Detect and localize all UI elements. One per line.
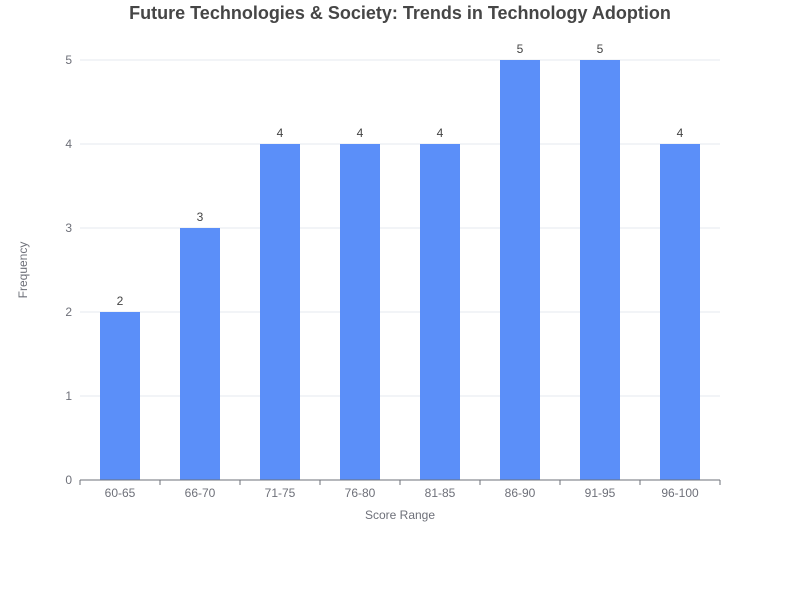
data-labels: 2 3 4 4 4 5 5 4 <box>117 42 684 308</box>
x-axis-title: Score Range <box>365 508 435 522</box>
data-label: 5 <box>597 42 604 56</box>
y-axis-title: Frequency <box>16 242 30 299</box>
bar[interactable] <box>420 144 460 480</box>
bar[interactable] <box>660 144 700 480</box>
x-tick-label: 76-80 <box>345 486 376 500</box>
data-label: 3 <box>197 210 204 224</box>
axes: 0 1 2 3 4 5 60-65 66-70 71-75 76-80 81-85 86-90 91-9… <box>65 53 721 500</box>
x-tick-label: 60-65 <box>105 486 136 500</box>
y-tick-label: 1 <box>65 389 72 403</box>
x-tick-label: 86-90 <box>505 486 536 500</box>
bar[interactable] <box>500 60 540 480</box>
bar[interactable] <box>340 144 380 480</box>
data-label: 2 <box>117 294 124 308</box>
x-tick-label: 96-100 <box>661 486 699 500</box>
chart-title: Future Technologies & Society: Trends in… <box>129 3 671 23</box>
x-tick-label: 71-75 <box>265 486 296 500</box>
y-tick-label: 2 <box>65 305 72 319</box>
bar[interactable] <box>580 60 620 480</box>
data-label: 4 <box>357 126 364 140</box>
y-tick-label: 3 <box>65 221 72 235</box>
grid-lines <box>80 59 720 397</box>
bar[interactable] <box>100 312 140 480</box>
bar[interactable] <box>180 228 220 480</box>
data-label: 4 <box>277 126 284 140</box>
x-tick-label: 91-95 <box>585 486 616 500</box>
data-label: 4 <box>677 126 684 140</box>
y-tick-label: 0 <box>65 473 72 487</box>
bars <box>100 60 700 480</box>
x-tick-label: 81-85 <box>425 486 456 500</box>
x-tick-label: 66-70 <box>185 486 216 500</box>
y-tick-label: 5 <box>65 53 72 67</box>
data-label: 4 <box>437 126 444 140</box>
data-label: 5 <box>517 42 524 56</box>
bar[interactable] <box>260 144 300 480</box>
y-tick-label: 4 <box>65 137 72 151</box>
